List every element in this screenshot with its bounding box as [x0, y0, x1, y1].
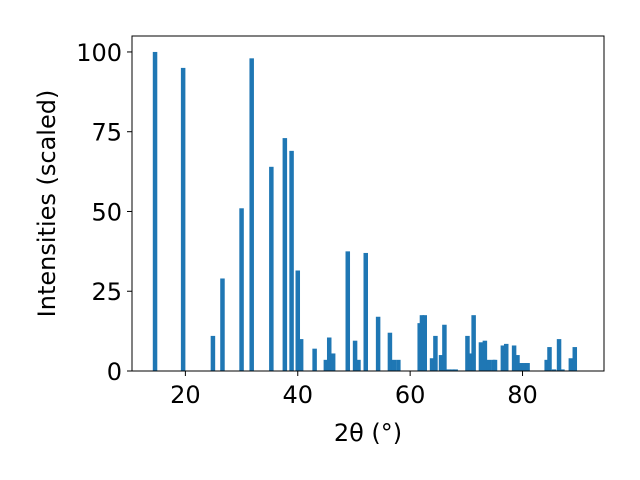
bar: [450, 369, 455, 371]
bar: [269, 166, 274, 371]
bar: [330, 353, 336, 371]
bar: [363, 252, 368, 371]
bar: [465, 335, 470, 371]
bar: [352, 340, 358, 371]
bar: [486, 359, 492, 371]
bar: [453, 369, 458, 371]
bar: [433, 335, 438, 371]
bar: [551, 369, 557, 371]
bar: [239, 208, 244, 371]
bar: [438, 355, 444, 371]
bar: [492, 359, 498, 371]
bar: [511, 345, 517, 371]
bar: [419, 315, 425, 371]
bar: [446, 369, 451, 371]
y-tick-label: 25: [91, 278, 122, 306]
bar: [152, 51, 158, 371]
bar: [289, 150, 294, 371]
y-tick-label: 0: [107, 358, 122, 386]
bar: [525, 363, 530, 371]
bar: [356, 359, 361, 371]
bar: [547, 347, 552, 371]
x-tick-label: 20: [170, 381, 201, 409]
bar: [396, 359, 401, 371]
bar: [312, 348, 317, 371]
bar: [375, 316, 381, 371]
y-tick-label: 100: [76, 39, 122, 67]
bars: [152, 51, 578, 372]
bar: [468, 353, 473, 371]
y-axis-label: Intensities (scaled): [33, 90, 61, 318]
bar: [515, 355, 520, 371]
x-tick-label: 80: [507, 381, 538, 409]
bar: [326, 337, 332, 371]
bar: [482, 340, 488, 371]
bar: [478, 342, 484, 371]
plot-frame: [131, 35, 605, 372]
bar: [429, 358, 435, 371]
y-tick-label: 75: [91, 119, 122, 147]
x-tick-label: 60: [395, 381, 426, 409]
bar: [210, 335, 216, 371]
x-axis-label: 2θ (°): [334, 419, 402, 447]
bar: [295, 270, 301, 371]
bar: [345, 251, 351, 371]
bar: [471, 315, 476, 371]
bar: [220, 278, 225, 371]
bar: [521, 363, 527, 371]
bar: [180, 67, 186, 372]
bar: [544, 359, 549, 371]
bar: [518, 363, 523, 371]
x-ticks: 20 40 60 80: [170, 371, 538, 409]
bar: [282, 138, 288, 371]
bar: [387, 332, 393, 371]
bar: [442, 324, 447, 371]
y-ticks: 0 25 50 75 100: [76, 39, 132, 386]
bar: [422, 315, 427, 371]
bar: [568, 358, 574, 371]
bar: [323, 359, 329, 371]
bar: [560, 369, 565, 371]
bar: [503, 343, 509, 371]
bar: [500, 345, 506, 371]
x-tick-label: 40: [282, 381, 313, 409]
bar: [572, 347, 578, 371]
bar: [298, 339, 304, 371]
bar: [249, 58, 254, 371]
bar: [391, 359, 397, 371]
y-tick-label: 50: [91, 198, 122, 226]
bar: [556, 339, 562, 371]
